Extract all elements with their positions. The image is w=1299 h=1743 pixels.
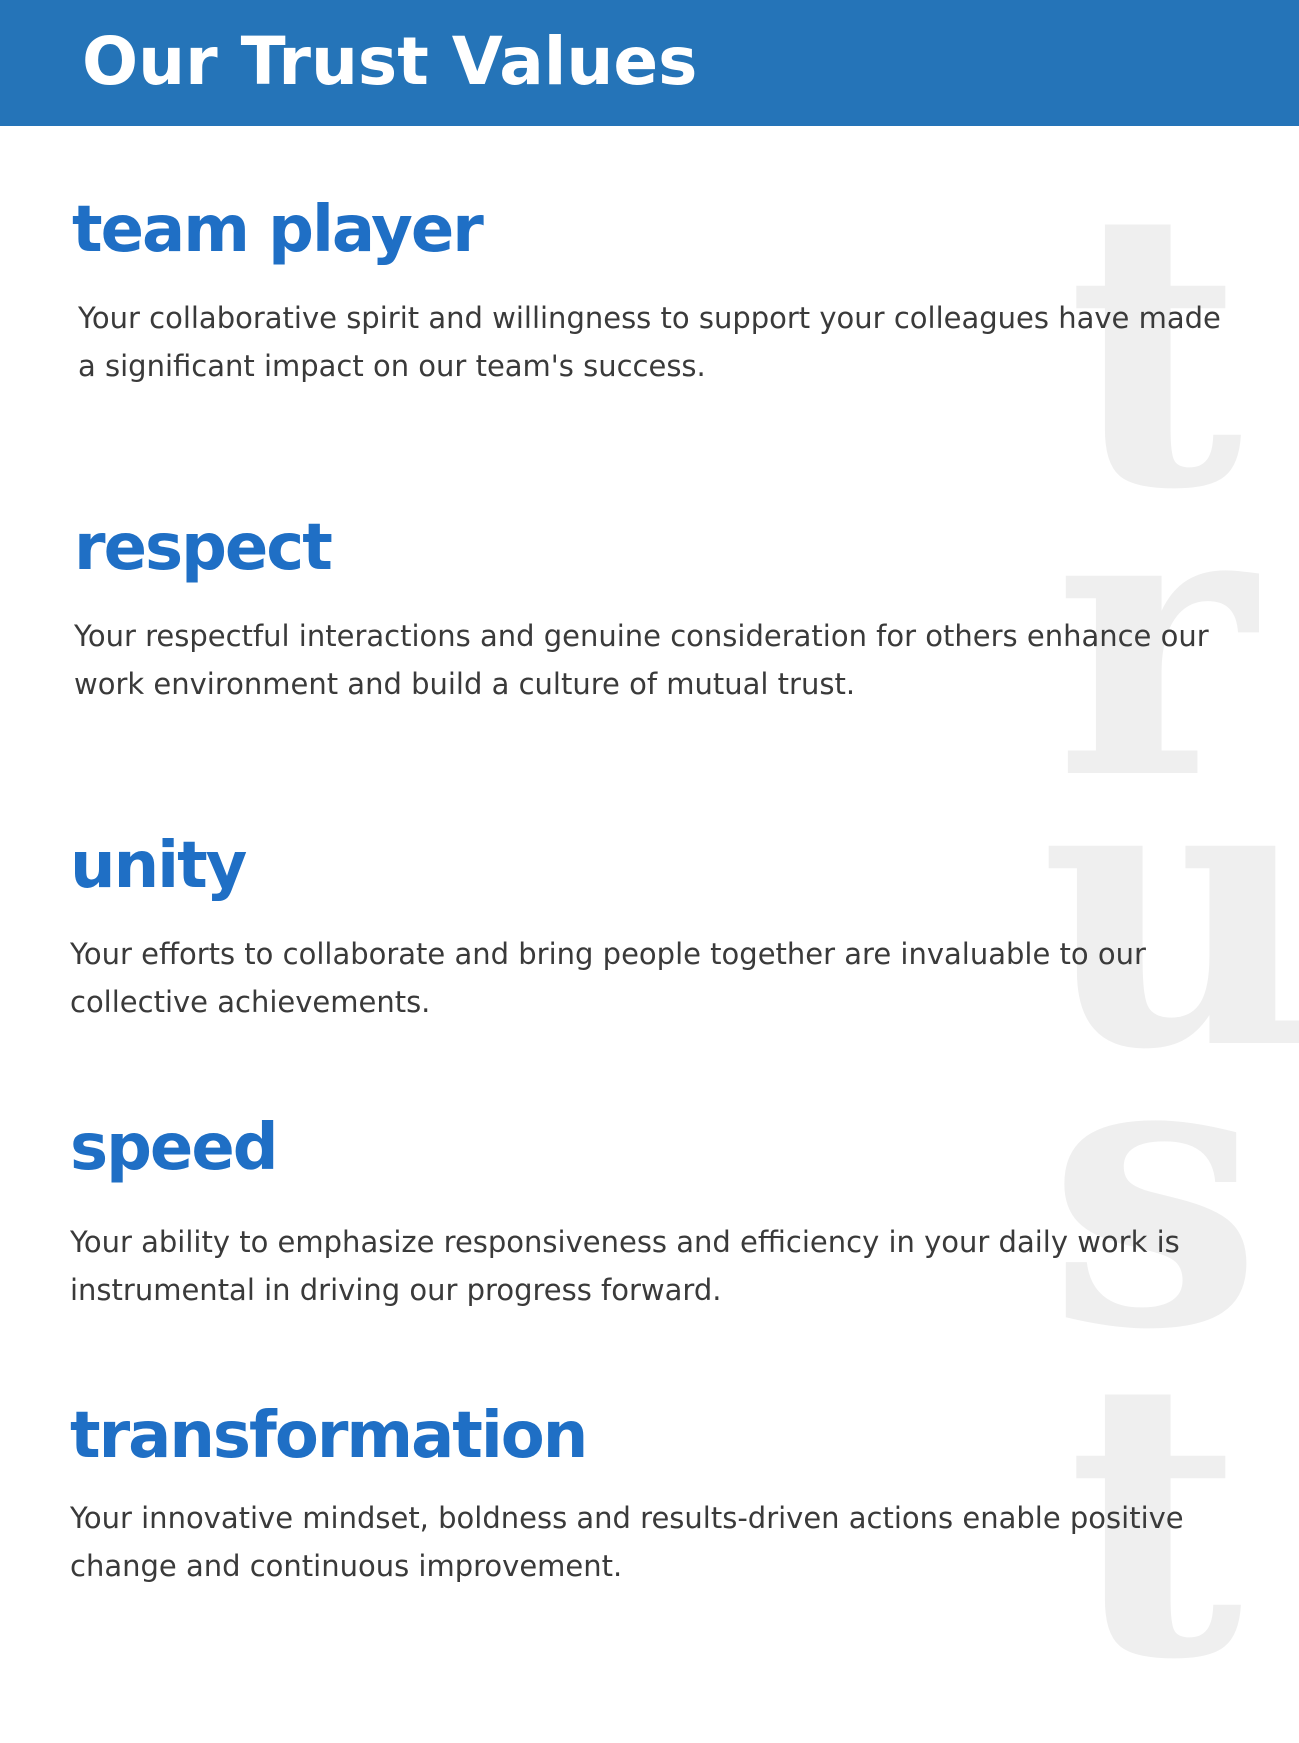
- value-title: transformation: [70, 1399, 588, 1473]
- page-title: Our Trust Values: [82, 23, 698, 100]
- value-title: unity: [70, 829, 247, 903]
- watermark-letter-t-2: t: [1067, 1296, 1243, 1743]
- value-respect: respect Your respectful interactions and…: [74, 508, 1224, 708]
- value-team-player: team player Your collaborative spirit an…: [72, 190, 1228, 390]
- watermark-letter-t: t: [1067, 126, 1243, 573]
- value-title: team player: [72, 193, 484, 267]
- value-title: respect: [74, 511, 333, 585]
- value-description: Your innovative mindset, boldness and re…: [70, 1501, 1184, 1583]
- watermark-letter-u: u: [1040, 686, 1299, 1133]
- value-transformation: transformation Your innovative mindset, …: [70, 1396, 1220, 1590]
- header-banner: Our Trust Values: [0, 0, 1299, 126]
- value-description: Your efforts to collaborate and bring pe…: [70, 937, 1146, 1019]
- watermark-letter-r: r: [1054, 416, 1256, 863]
- value-title: speed: [70, 1111, 279, 1185]
- value-speed: speed Your ability to emphasize responsi…: [70, 1108, 1220, 1314]
- value-description: Your collaborative spirit and willingnes…: [78, 301, 1221, 383]
- watermark-letter-s: s: [1048, 966, 1262, 1413]
- value-description: Your respectful interactions and genuine…: [74, 619, 1209, 701]
- value-unity: unity Your efforts to collaborate and br…: [70, 826, 1220, 1026]
- value-description: Your ability to emphasize responsiveness…: [70, 1225, 1180, 1307]
